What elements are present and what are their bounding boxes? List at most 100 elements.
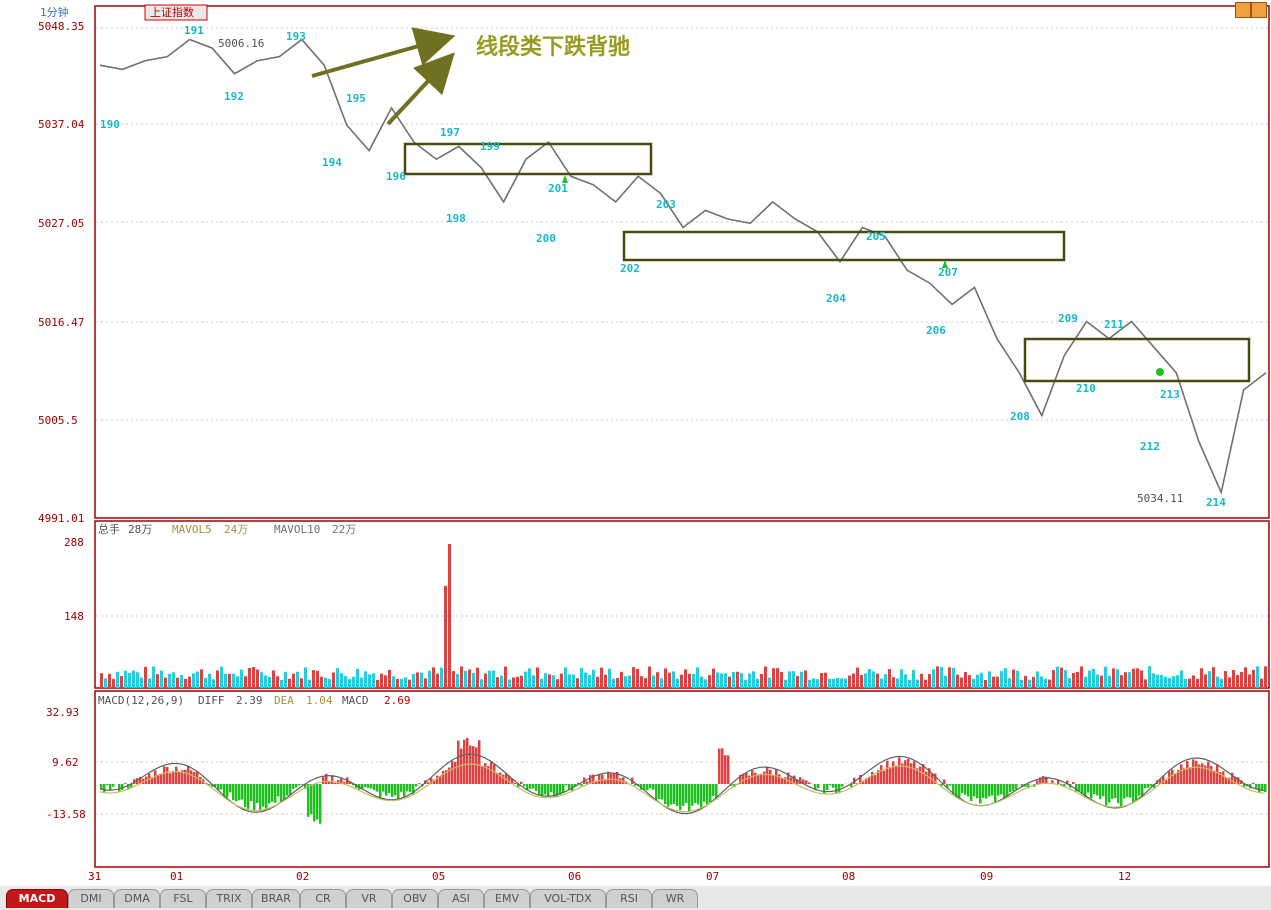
volume-bar: [1236, 675, 1239, 688]
x-tick: 07: [706, 870, 719, 883]
macd-hist-bar: [826, 784, 829, 790]
macd-hist-bar: [694, 784, 697, 804]
macd-hist-bar: [244, 784, 247, 808]
volume-bar: [844, 678, 847, 688]
volume-bar: [1044, 678, 1047, 688]
volume-bar: [156, 674, 159, 688]
volume-bar: [328, 678, 331, 688]
volume-bar: [528, 668, 531, 688]
macd-hist-bar: [562, 784, 565, 794]
vol-y-tick: 148: [64, 610, 84, 623]
tab-vol-tdx[interactable]: VOL-TDX: [530, 889, 606, 908]
macd-hist-bar: [463, 739, 466, 784]
macd-hist-bar: [862, 781, 865, 784]
macd-hist-bar: [697, 784, 700, 805]
macd-hist-bar: [364, 784, 367, 788]
tab-rsi[interactable]: RSI: [606, 889, 652, 908]
tab-vr[interactable]: VR: [346, 889, 392, 908]
volume-bar: [708, 675, 711, 688]
macd-hist-bar: [439, 776, 442, 784]
tab-asi[interactable]: ASI: [438, 889, 484, 908]
tab-brar[interactable]: BRAR: [252, 889, 300, 908]
macd-hist-bar: [442, 771, 445, 784]
volume-bar: [124, 670, 127, 688]
volume-bar: [104, 678, 107, 688]
macd-hist-bar: [289, 784, 292, 795]
macd-hist-bar: [550, 784, 553, 793]
macd-hist-bar: [409, 784, 412, 792]
macd-hist-bar: [226, 784, 229, 798]
macd-hist-bar: [361, 784, 364, 790]
macd-hist-bar: [883, 770, 886, 784]
volume-bar: [400, 678, 403, 688]
macd-hist-bar: [916, 768, 919, 784]
stroke-label: 210: [1076, 382, 1096, 395]
macd-hist-bar: [1234, 776, 1237, 784]
volume-panel-frame: [94, 520, 1270, 689]
volume-bar: [132, 670, 135, 688]
tab-trix[interactable]: TRIX: [206, 889, 252, 908]
volume-bar: [332, 672, 335, 688]
tab-dmi[interactable]: DMI: [68, 889, 114, 908]
macd-hist-bar: [280, 784, 283, 803]
tab-fsl[interactable]: FSL: [160, 889, 206, 908]
main-y-tick: 5048.35: [38, 20, 84, 33]
macd-hist-bar: [520, 781, 523, 784]
volume-bar: [1020, 679, 1023, 688]
macd-hist-bar: [127, 784, 130, 789]
volume-bar: [308, 679, 311, 688]
volume-bar: [208, 673, 211, 688]
volume-bar: [852, 673, 855, 688]
volume-bar: [648, 666, 651, 688]
tab-cr[interactable]: CR: [300, 889, 346, 908]
tab-wr[interactable]: WR: [652, 889, 698, 908]
macd-hist-bar: [412, 784, 415, 795]
x-tick: 02: [296, 870, 309, 883]
macd-hist-bar: [646, 784, 649, 791]
macd-hist-bar: [1114, 784, 1117, 799]
tab-dma[interactable]: DMA: [114, 889, 160, 908]
macd-hist-bar: [1174, 774, 1177, 784]
price-note: 5034.11: [1137, 492, 1183, 505]
volume-bar: [448, 544, 451, 688]
period-label[interactable]: 1分钟: [40, 5, 69, 19]
macd-hist-bar: [262, 784, 265, 807]
mavol10-label: MAVOL10: [274, 523, 320, 536]
maximize-icon[interactable]: [1251, 2, 1267, 18]
tab-emv[interactable]: EMV: [484, 889, 530, 908]
main-y-tick: 5005.5: [38, 414, 78, 427]
volume-bar: [196, 671, 199, 688]
macd-hist-bar: [1099, 784, 1102, 800]
macd-hist-bar: [715, 784, 718, 800]
restore-icon[interactable]: [1235, 2, 1251, 18]
volume-bar: [1244, 667, 1247, 688]
macd-hist-bar: [505, 773, 508, 784]
macd-hist-bar: [535, 784, 538, 791]
macd-hist-bar: [901, 763, 904, 784]
macd-hist-bar: [757, 774, 760, 784]
volume-bar: [228, 673, 231, 688]
macd-hist-bar: [652, 784, 655, 790]
volume-bar: [524, 671, 527, 688]
volume-bar: [984, 679, 987, 688]
stroke-label: 195: [346, 92, 366, 105]
macd-hist-bar: [712, 784, 715, 796]
tab-obv[interactable]: OBV: [392, 889, 438, 908]
macd-hist-bar: [103, 784, 106, 793]
volume-bar: [152, 666, 155, 688]
volume-bar: [184, 678, 187, 688]
volume-bar: [1036, 671, 1039, 688]
macd-hist-bar: [1003, 784, 1006, 799]
macd-hist-bar: [1198, 764, 1201, 784]
volume-bar: [1124, 672, 1127, 688]
volume-bar: [1148, 666, 1151, 688]
volume-bar: [684, 669, 687, 688]
tab-macd[interactable]: MACD: [6, 889, 68, 908]
macd-hist-bar: [256, 784, 259, 804]
index-name-box[interactable]: [144, 4, 208, 21]
macd-hist-bar: [949, 784, 952, 786]
volume-bar: [584, 672, 587, 688]
volume-bar: [1032, 676, 1035, 688]
volume-bar: [796, 675, 799, 688]
volume-bar: [604, 674, 607, 688]
